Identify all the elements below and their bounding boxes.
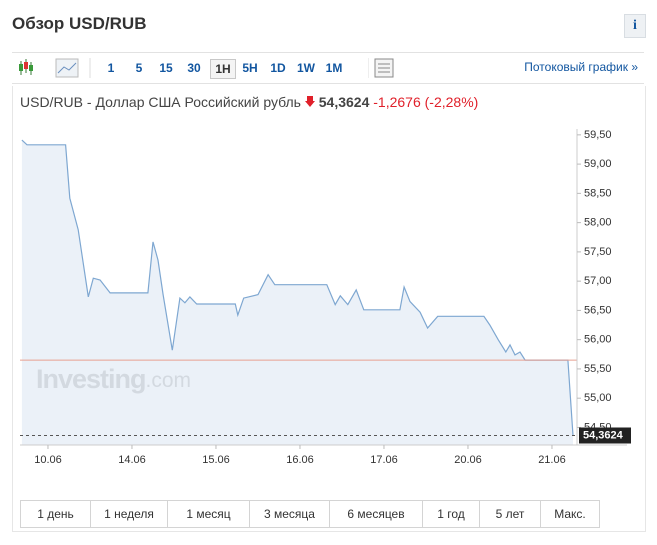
change: -1,2676 <box>373 94 421 110</box>
y-tick-label: 57,00 <box>584 275 612 287</box>
range-button[interactable]: 1 день <box>21 501 91 527</box>
range-button[interactable]: 1 месяц <box>168 501 250 527</box>
interval-button[interactable]: 5 <box>135 61 143 75</box>
y-tick-label: 58,00 <box>584 217 612 229</box>
range-buttons: 1 день 1 неделя 1 месяц 3 месяца 6 месяцев 1 … <box>20 500 600 528</box>
interval-button[interactable]: 1H <box>210 59 236 79</box>
interval-button[interactable]: 15 <box>159 61 173 75</box>
range-button[interactable]: 3 месяца <box>250 501 330 527</box>
y-tick-label: 55,50 <box>584 363 612 375</box>
price: 54,3624 <box>318 94 370 110</box>
info-button[interactable]: i <box>624 14 646 38</box>
chart-frame <box>12 86 646 532</box>
x-tick-label: 17.06 <box>370 454 398 466</box>
quote-line: USD/RUB - Доллар США Российский рубль 54… <box>20 94 478 110</box>
x-tick-label: 16.06 <box>286 454 314 466</box>
line <box>21 139 574 436</box>
x-tick-label: 21.06 <box>538 454 566 466</box>
current-label: 54,3624 <box>583 429 624 441</box>
chart-type-icons[interactable] <box>12 53 92 83</box>
current-badge <box>579 427 631 444</box>
y-tick-label: 57,50 <box>584 246 612 258</box>
range-button[interactable]: 6 месяцев <box>330 501 423 527</box>
range-button[interactable]: 1 неделя <box>91 501 168 527</box>
change-pct: (-2,28%) <box>424 94 479 110</box>
down-arrow <box>304 96 315 107</box>
x-tick-label: 20.06 <box>454 454 482 466</box>
y-tick-label: 59,00 <box>584 158 612 170</box>
settings-icon[interactable] <box>368 53 398 83</box>
range-button[interactable]: Макс. <box>554 507 586 521</box>
interval-button[interactable]: 5H <box>242 61 258 75</box>
interval-button[interactable]: 1 <box>107 61 115 75</box>
x-tick-label: 14.06 <box>118 454 146 466</box>
toolbar: 1 5 15 30 1H 5H 1D 1W 1M Потоковый график » <box>12 52 644 84</box>
interval-button[interactable]: 1M <box>325 61 343 75</box>
interval-button[interactable]: 1W <box>297 61 315 75</box>
y-tick-label: 56,00 <box>584 334 612 346</box>
x-tick-label: 10.06 <box>34 454 62 466</box>
interval-button[interactable]: 30 <box>187 61 201 75</box>
y-tick-label: 58,50 <box>584 187 612 199</box>
range-button[interactable]: 1 год <box>423 501 480 527</box>
pair-name: USD/RUB - Доллар США Российский рубль <box>20 94 301 110</box>
y-tick-label: 59,50 <box>584 129 612 141</box>
stream-link[interactable]: Потоковый график » <box>524 60 638 74</box>
chart: Investing.com59,5059,0058,5058,0057,5057… <box>20 129 631 466</box>
range-button[interactable]: 5 лет <box>480 501 541 527</box>
y-tick-label: 56,50 <box>584 304 612 316</box>
area <box>21 140 573 445</box>
title: Обзор USD/RUB <box>12 14 147 33</box>
y-tick-label: 55,00 <box>584 392 612 404</box>
x-tick-label: 15.06 <box>202 454 230 466</box>
interval-button[interactable]: 1D <box>270 61 286 75</box>
